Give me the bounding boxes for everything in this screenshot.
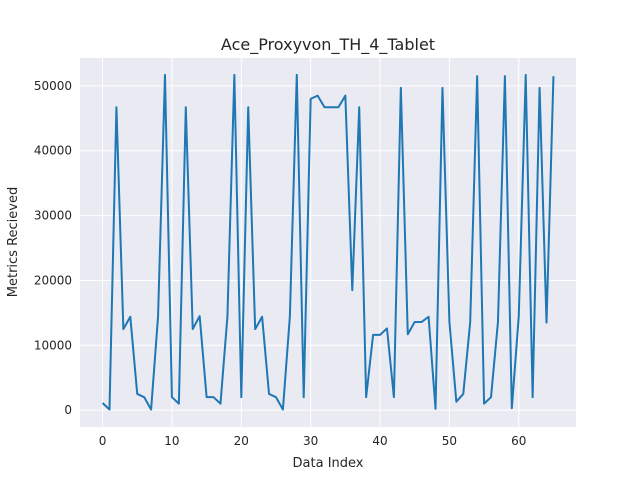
x-tick-label: 60: [511, 434, 526, 448]
y-axis-label: Metrics Recieved: [6, 187, 21, 297]
x-axis-ticks: 0 10 20 30 40 50 60: [99, 434, 527, 448]
x-tick-label: 10: [164, 434, 179, 448]
x-tick-label: 40: [372, 434, 387, 448]
x-tick-label: 0: [99, 434, 107, 448]
x-tick-label: 20: [234, 434, 249, 448]
y-tick-label: 30000: [34, 209, 72, 223]
y-axis-ticks: 0 10000 20000 30000 40000 50000: [34, 79, 72, 417]
chart-title: Ace_Proxyvon_TH_4_Tablet: [221, 35, 435, 55]
y-tick-label: 50000: [34, 79, 72, 93]
x-tick-label: 50: [442, 434, 457, 448]
x-axis-label: Data Index: [293, 456, 364, 471]
y-tick-label: 20000: [34, 273, 72, 287]
series-line: [101, 73, 555, 411]
y-tick-label: 40000: [34, 144, 72, 158]
y-tick-label: 10000: [34, 338, 72, 352]
x-tick-label: 30: [303, 434, 318, 448]
y-tick-label: 0: [64, 403, 72, 417]
grid-lines: [80, 58, 576, 427]
